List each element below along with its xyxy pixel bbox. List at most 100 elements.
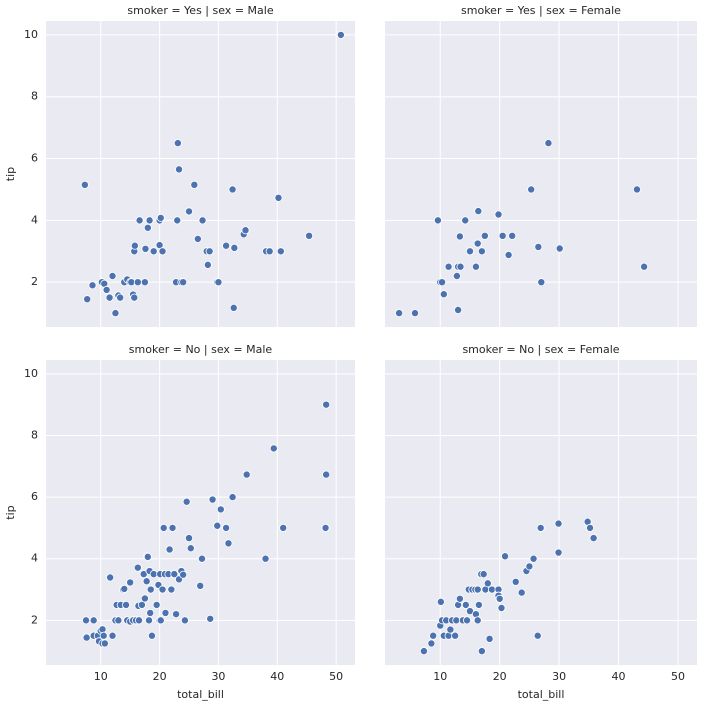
- point: [197, 554, 206, 563]
- point: [186, 544, 195, 553]
- point: [429, 631, 438, 640]
- point: [321, 523, 330, 532]
- y-tick-label: 6: [31, 152, 38, 165]
- point: [439, 290, 448, 299]
- point: [427, 639, 436, 648]
- point: [141, 244, 150, 253]
- point: [261, 554, 270, 563]
- point: [305, 231, 314, 240]
- point: [214, 278, 223, 287]
- point: [411, 309, 420, 318]
- point: [180, 616, 189, 625]
- point: [640, 262, 649, 271]
- point: [228, 185, 237, 194]
- point: [173, 139, 182, 148]
- point: [419, 647, 428, 656]
- point: [111, 309, 120, 318]
- panel-title: smoker = No | sex = Male: [129, 343, 273, 356]
- point: [589, 534, 598, 543]
- y-tick-label: 10: [24, 28, 38, 41]
- y-tick-label: 2: [31, 275, 38, 288]
- point: [527, 185, 536, 194]
- point: [108, 631, 117, 640]
- x-tick-label: 40: [612, 670, 626, 683]
- point: [172, 610, 181, 619]
- point: [213, 521, 222, 530]
- point: [529, 554, 538, 563]
- point: [497, 604, 506, 613]
- point: [98, 625, 107, 634]
- x-tick-label: 50: [329, 670, 343, 683]
- point: [206, 614, 215, 623]
- point: [82, 633, 91, 642]
- x-tick-label: 20: [153, 670, 167, 683]
- point: [544, 139, 553, 148]
- point: [173, 216, 182, 225]
- point: [167, 585, 176, 594]
- x-tick-label: 30: [211, 670, 225, 683]
- y-tick-label: 6: [31, 490, 38, 503]
- x-tick-label: 10: [94, 670, 108, 683]
- point: [216, 505, 225, 514]
- panel-title: smoker = Yes | sex = Male: [127, 4, 273, 17]
- point: [158, 247, 167, 256]
- point: [185, 207, 194, 216]
- panel-title: smoker = No | sex = Female: [462, 343, 619, 356]
- point: [456, 262, 465, 271]
- point: [501, 552, 510, 561]
- plot-background: [385, 360, 697, 665]
- point: [108, 271, 117, 280]
- point: [193, 234, 202, 243]
- point: [269, 444, 278, 453]
- point: [438, 278, 447, 287]
- point: [82, 616, 91, 625]
- point: [477, 647, 486, 656]
- x-tick-label: 40: [270, 670, 284, 683]
- point: [452, 616, 461, 625]
- point: [156, 213, 165, 222]
- point: [474, 600, 483, 609]
- point: [444, 262, 453, 271]
- point: [149, 247, 158, 256]
- point: [479, 570, 488, 579]
- point: [230, 243, 239, 252]
- point: [144, 616, 153, 625]
- point: [133, 563, 142, 572]
- point: [495, 594, 504, 603]
- point: [145, 216, 154, 225]
- point: [159, 523, 168, 532]
- point: [122, 600, 131, 609]
- point: [517, 588, 526, 597]
- point: [105, 293, 114, 302]
- y-tick-label: 4: [31, 213, 38, 226]
- point: [89, 616, 98, 625]
- point: [534, 242, 543, 251]
- point: [554, 519, 563, 528]
- point: [455, 594, 464, 603]
- point: [480, 231, 489, 240]
- point: [158, 585, 167, 594]
- point: [436, 597, 445, 606]
- point: [222, 523, 231, 532]
- point: [586, 523, 595, 532]
- x-axis-label: total_bill: [518, 688, 565, 701]
- point: [473, 585, 482, 594]
- point: [156, 616, 165, 625]
- point: [452, 271, 461, 280]
- point: [473, 239, 482, 248]
- point: [133, 278, 142, 287]
- point: [554, 548, 563, 557]
- x-tick-label: 10: [433, 670, 447, 683]
- y-axis-label: tip: [4, 505, 17, 519]
- point: [242, 470, 251, 479]
- point: [274, 193, 283, 202]
- point: [508, 231, 517, 240]
- y-tick-label: 2: [31, 613, 38, 626]
- y-tick-label: 8: [31, 428, 38, 441]
- point: [182, 497, 191, 506]
- y-tick-label: 4: [31, 552, 38, 565]
- point: [143, 223, 152, 232]
- panel-title: smoker = Yes | sex = Female: [461, 4, 621, 17]
- point: [140, 278, 149, 287]
- point: [99, 631, 108, 640]
